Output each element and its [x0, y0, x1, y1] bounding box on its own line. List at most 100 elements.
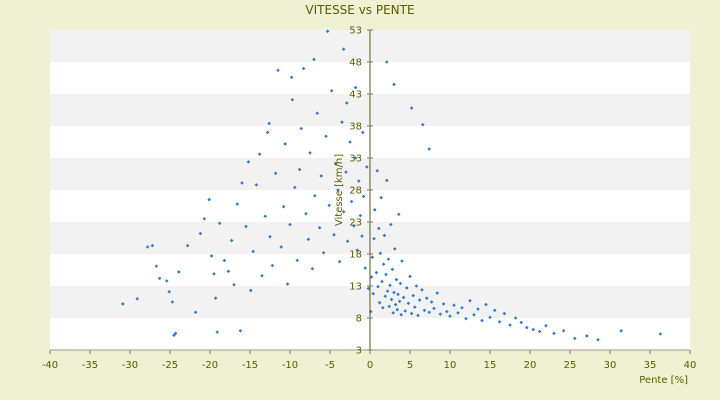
scatter-point [321, 250, 326, 255]
scatter-point [544, 323, 548, 328]
scatter-point [393, 302, 398, 307]
scatter-point [373, 208, 377, 212]
scatter-point [372, 236, 376, 241]
scatter-point [420, 288, 424, 292]
scatter-point [377, 226, 381, 231]
scatter-point [333, 161, 338, 166]
scatter-point [392, 82, 396, 87]
scatter-point [375, 169, 379, 173]
scatter-point [154, 264, 159, 268]
scatter-point [254, 183, 259, 187]
scatter-point [290, 97, 295, 102]
scatter-point [537, 329, 542, 334]
scatter-point [416, 313, 420, 318]
y-axis-title: Vitesse [km/h] [334, 154, 345, 226]
scatter-point [398, 281, 403, 286]
scatter-point [452, 303, 456, 307]
scatter-point [240, 181, 244, 185]
scatter-point [293, 185, 297, 190]
scatter-point [145, 245, 150, 249]
scatter-point [395, 307, 399, 312]
scatter-point [217, 221, 222, 226]
scatter-point [345, 239, 350, 243]
scatter-point [288, 222, 292, 227]
scatter-point [397, 212, 401, 217]
scatter-point [385, 178, 389, 183]
scatter-point [215, 330, 219, 334]
scatter-point [283, 142, 287, 146]
x-axis-title: Pente [%] [639, 375, 688, 386]
scatter-point [207, 197, 211, 202]
scatter-point [285, 282, 290, 286]
scatter-point [381, 305, 385, 310]
scatter-point [344, 170, 348, 174]
x-tick-label: 0 [367, 360, 373, 371]
x-tick-label: -5 [325, 360, 335, 371]
scatter-point [401, 295, 406, 300]
scatter-point [306, 237, 311, 242]
scatter-point [265, 130, 270, 135]
scatter-point [313, 193, 317, 198]
scatter-point [406, 301, 411, 306]
scatter-point [238, 329, 243, 333]
scatter-point [438, 312, 443, 316]
scatter-point [370, 255, 375, 259]
scatter-point [353, 85, 358, 90]
x-tick-label: -30 [122, 360, 138, 371]
scatter-point [525, 325, 529, 330]
scatter-point [488, 315, 492, 320]
y-tick-label: 3 [356, 346, 362, 357]
scatter-point [386, 257, 391, 261]
x-tick-label: -20 [202, 360, 218, 371]
scatter-point [379, 195, 383, 200]
scatter-point [360, 234, 364, 238]
x-tick-label: 20 [524, 360, 537, 371]
scatter-point [185, 243, 190, 248]
y-tick-label: 43 [349, 90, 362, 101]
scatter-point [425, 296, 429, 300]
scatter-point [358, 213, 363, 218]
scatter-point [276, 68, 280, 73]
scatter-point [389, 297, 394, 302]
scatter-point [150, 243, 155, 248]
scatter-point [409, 106, 414, 110]
scatter-point [409, 311, 414, 316]
scatter-point [429, 300, 434, 304]
scatter-point [361, 130, 365, 135]
scatter-point [484, 302, 488, 307]
scatter-point [381, 262, 386, 267]
scatter-point [244, 224, 248, 229]
scatter-point [384, 272, 388, 277]
scatter-point [393, 247, 397, 251]
scatter-point [493, 308, 497, 313]
scatter-point [352, 224, 356, 228]
scatter-point [260, 273, 264, 278]
scatter-point [363, 266, 367, 270]
scatter-point [299, 126, 303, 131]
scatter-point [297, 167, 302, 172]
scatter-point [235, 202, 239, 206]
x-axis: -40 -35 -30 -25 -20 -15 -10 -5 0 5 10 15 20 25 30 35 40 [42, 350, 696, 371]
x-tick-label: -15 [242, 360, 258, 371]
y-tick-label: 18 [349, 250, 362, 261]
scatter-point [341, 209, 346, 214]
scatter-point [382, 233, 387, 238]
scatter-point [445, 309, 449, 314]
data-points [121, 29, 663, 342]
scatter-point [435, 291, 439, 295]
scatter-point [552, 331, 556, 336]
scatter-point [289, 75, 294, 80]
scatter-point [385, 60, 389, 64]
scatter-point [513, 316, 518, 320]
scatter-point [295, 258, 299, 263]
scatter-point [279, 245, 283, 249]
scatter-point [403, 309, 407, 313]
x-tick-label: 35 [644, 360, 657, 371]
scatter-point [658, 332, 663, 336]
scatter-point [396, 292, 400, 297]
scatter-point [246, 160, 251, 164]
scatter-point [377, 300, 382, 305]
